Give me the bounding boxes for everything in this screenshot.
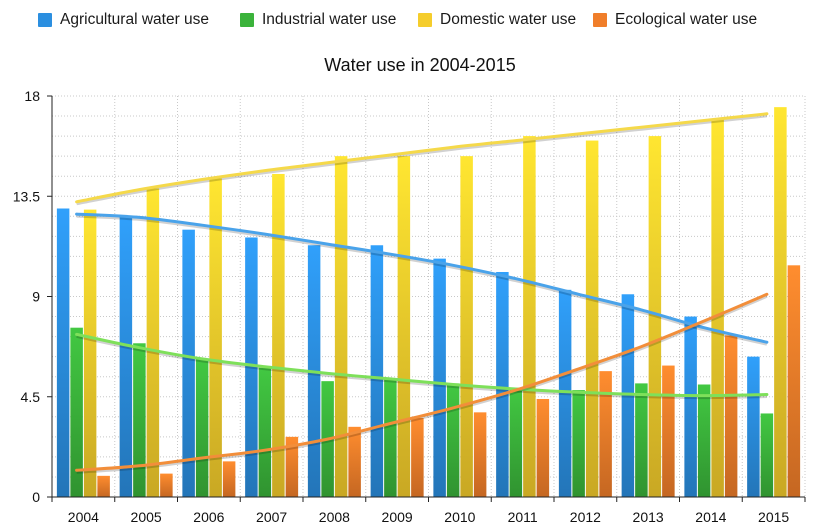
bar-ecological-2011 bbox=[536, 398, 550, 497]
trendline-shadow bbox=[76, 334, 767, 400]
bar-domestic-2012 bbox=[585, 140, 599, 497]
bar-ecological-2005 bbox=[160, 473, 173, 497]
legend-item-domestic: Domestic water use bbox=[418, 10, 576, 30]
bar-agricultural-2007 bbox=[245, 237, 258, 497]
bar-ecological-2006 bbox=[222, 461, 236, 497]
legend-item-industrial: Industrial water use bbox=[240, 10, 396, 30]
y-tick-label: 13.5 bbox=[13, 188, 40, 204]
bar-ecological-2014 bbox=[724, 335, 738, 497]
bar-agricultural-2004 bbox=[56, 208, 70, 497]
bar-industrial-2006 bbox=[195, 358, 209, 497]
bar-agricultural-2006 bbox=[182, 229, 195, 498]
trendline-ecological bbox=[75, 292, 769, 472]
x-tick-label: 2010 bbox=[444, 509, 475, 525]
bar-industrial-2011 bbox=[509, 387, 523, 497]
bar-ecological-2013 bbox=[662, 365, 675, 497]
bar-domestic-2004 bbox=[83, 209, 97, 497]
x-tick-label: 2007 bbox=[256, 509, 287, 525]
bar-domestic-2005 bbox=[146, 188, 160, 497]
x-tick-label: 2015 bbox=[758, 509, 789, 525]
x-tick-label: 2005 bbox=[131, 509, 162, 525]
x-tick-label: 2004 bbox=[68, 509, 99, 525]
axes bbox=[47, 95, 806, 502]
bar-ecological-2010 bbox=[473, 412, 487, 497]
bar-agricultural-2005 bbox=[119, 216, 133, 498]
bar-domestic-2013 bbox=[648, 136, 662, 497]
trendline-shadow bbox=[76, 294, 768, 474]
legend-label-industrial: Industrial water use bbox=[262, 11, 397, 28]
bar-industrial-2009 bbox=[384, 378, 397, 497]
bar-ecological-2008 bbox=[348, 426, 361, 497]
x-tick-label: 2013 bbox=[633, 509, 664, 525]
bar-agricultural-2010 bbox=[433, 258, 446, 497]
legend-swatch-domestic bbox=[418, 13, 432, 27]
bar-industrial-2010 bbox=[446, 383, 460, 497]
bar-industrial-2004 bbox=[70, 327, 83, 497]
y-tick-label: 4.5 bbox=[21, 389, 41, 405]
legend-label-domestic: Domestic water use bbox=[440, 11, 577, 28]
bar-industrial-2015 bbox=[760, 413, 774, 497]
bar-industrial-2005 bbox=[133, 343, 146, 497]
trendline-domestic bbox=[75, 112, 769, 204]
x-tick-label: 2011 bbox=[508, 509, 538, 525]
bar-ecological-2015 bbox=[787, 265, 801, 497]
trendlines bbox=[75, 112, 769, 474]
bar-agricultural-2009 bbox=[370, 245, 384, 497]
bar-agricultural-2012 bbox=[558, 289, 572, 497]
bar-domestic-2007 bbox=[272, 173, 285, 497]
tick-labels: 0 4.5 9 13.5 18 2004 2005 2006 2007 2008 2009 2010 2… bbox=[13, 88, 790, 525]
bar-industrial-2012 bbox=[572, 390, 585, 497]
legend-item-agricultural: Agricultural water use bbox=[38, 10, 209, 30]
x-tick-label: 2008 bbox=[319, 509, 350, 525]
bars bbox=[56, 107, 801, 498]
trendline-shadow bbox=[76, 214, 768, 346]
bar-industrial-2007 bbox=[258, 367, 272, 497]
bar-ecological-2012 bbox=[599, 371, 612, 497]
trendline-shadow bbox=[76, 114, 768, 206]
bar-domestic-2010 bbox=[460, 156, 473, 497]
bar-industrial-2013 bbox=[635, 383, 648, 497]
legend-label-ecological: Ecological water use bbox=[615, 11, 758, 28]
trendline-industrial bbox=[75, 332, 769, 398]
bar-domestic-2009 bbox=[397, 156, 411, 497]
bar-domestic-2008 bbox=[334, 156, 348, 497]
y-tick-label: 18 bbox=[24, 88, 40, 104]
x-tick-label: 2009 bbox=[382, 509, 413, 525]
y-tick-label: 0 bbox=[32, 489, 40, 505]
x-tick-label: 2012 bbox=[570, 509, 601, 525]
y-tick-label: 9 bbox=[32, 289, 40, 305]
legend-swatch-agricultural bbox=[38, 13, 52, 27]
grid bbox=[51, 95, 806, 498]
bar-industrial-2014 bbox=[697, 384, 711, 497]
bar-ecological-2004 bbox=[97, 475, 110, 497]
x-tick-label: 2006 bbox=[193, 509, 224, 525]
bar-agricultural-2014 bbox=[684, 316, 697, 497]
trendline-agricultural bbox=[75, 212, 769, 344]
bar-agricultural-2011 bbox=[496, 271, 509, 497]
bar-domestic-2006 bbox=[209, 178, 222, 497]
legend-label-agricultural: Agricultural water use bbox=[60, 11, 210, 28]
legend-swatch-ecological bbox=[593, 13, 607, 27]
bar-ecological-2009 bbox=[411, 417, 424, 497]
legend: Agricultural water use Industrial water … bbox=[0, 0, 840, 40]
chart-title: Water use in 2004-2015 bbox=[324, 55, 516, 75]
legend-item-ecological: Ecological water use bbox=[593, 10, 757, 30]
bar-domestic-2015 bbox=[774, 107, 787, 497]
bar-domestic-2011 bbox=[523, 136, 536, 497]
bar-agricultural-2015 bbox=[747, 356, 760, 497]
bar-domestic-2014 bbox=[711, 119, 724, 497]
x-tick-label: 2014 bbox=[695, 509, 726, 525]
legend-swatch-industrial bbox=[240, 13, 254, 27]
bar-ecological-2007 bbox=[285, 436, 299, 497]
